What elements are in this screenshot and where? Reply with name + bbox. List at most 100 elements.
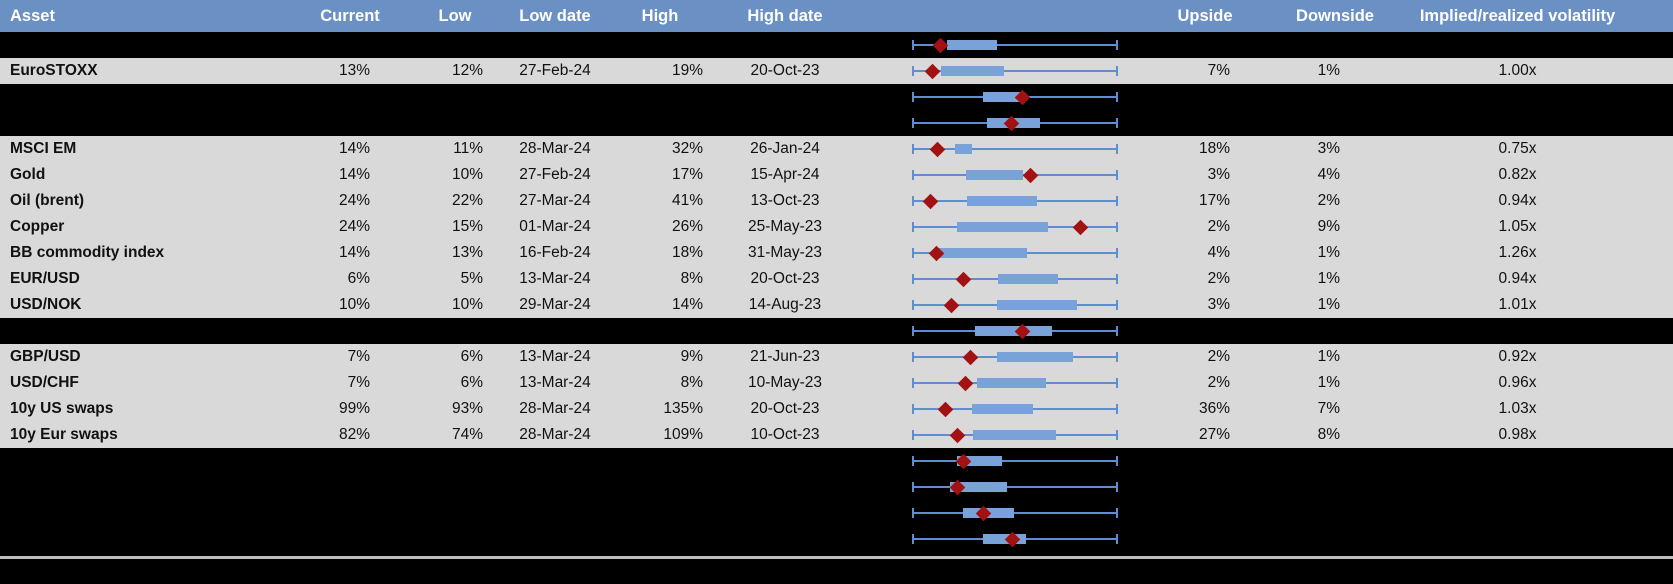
current-marker-diamond-icon <box>944 297 960 313</box>
cell-range-plot <box>860 370 1135 396</box>
cell-high-date: 10-May-23 <box>747 374 823 391</box>
cell-high: 19% <box>671 62 703 79</box>
cell-low-date: 28-Mar-24 <box>519 400 591 417</box>
plot-row <box>0 32 1673 58</box>
plot-row <box>0 500 1673 526</box>
range-boxplot <box>912 396 1118 422</box>
cell-implied-volatility: 0.94x <box>1498 270 1537 287</box>
range-boxplot <box>912 58 1118 84</box>
current-marker-diamond-icon <box>958 375 974 391</box>
table-body: EuroSTOXX 13% 12% 27-Feb-24 19% 20-Oct-2… <box>0 32 1673 552</box>
table-row: GBP/USD 7% 6% 13-Mar-24 9% 21-Jun-23 2% … <box>0 344 1673 370</box>
current-marker-diamond-icon <box>930 141 946 157</box>
cell-high-date: 20-Oct-23 <box>750 400 820 417</box>
cell-low: 12% <box>451 62 483 79</box>
range-box <box>956 222 1048 232</box>
whisker-line <box>912 148 1118 150</box>
cell-current: 14% <box>338 244 370 261</box>
range-box <box>997 352 1074 362</box>
cell-current: 13% <box>338 62 370 79</box>
whisker-line <box>912 512 1118 514</box>
asset-label: BB commodity index <box>10 244 165 261</box>
whisker-cap-right <box>1116 430 1118 440</box>
cell-current: 14% <box>338 166 370 183</box>
cell-high: 109% <box>663 426 703 443</box>
whisker-line <box>912 70 1118 72</box>
cell-upside: 36% <box>1198 400 1230 417</box>
whisker-cap-left <box>912 92 914 102</box>
whisker-cap-right <box>1116 92 1118 102</box>
whisker-cap-left <box>912 118 914 128</box>
whisker-line <box>912 460 1118 462</box>
footer-separator-line <box>0 556 1673 559</box>
cell-current: 7% <box>347 348 370 365</box>
header-current: Current <box>320 6 380 25</box>
cell-upside: 3% <box>1207 296 1230 313</box>
header-downside: Downside <box>1296 6 1374 25</box>
asset-label: 10y US swaps <box>10 400 114 417</box>
cell-range-plot <box>860 84 1135 110</box>
whisker-cap-left <box>912 378 914 388</box>
cell-high: 9% <box>680 348 703 365</box>
plot-row <box>0 474 1673 500</box>
asset-label: EuroSTOXX <box>10 62 98 79</box>
asset-label: MSCI EM <box>10 140 77 157</box>
cell-low-date: 29-Mar-24 <box>519 296 591 313</box>
cell-low-date: 28-Mar-24 <box>519 140 591 157</box>
range-box <box>975 326 1053 336</box>
whisker-cap-left <box>912 40 914 50</box>
cell-downside: 9% <box>1317 218 1340 235</box>
cell-high: 26% <box>671 218 703 235</box>
whisker-cap-left <box>912 248 914 258</box>
cell-low: 15% <box>451 218 483 235</box>
cell-range-plot <box>860 162 1135 188</box>
whisker-cap-left <box>912 534 914 544</box>
whisker-cap-right <box>1116 482 1118 492</box>
cell-current: 6% <box>347 270 370 287</box>
cell-implied-volatility: 1.01x <box>1498 296 1537 313</box>
header-low-date: Low date <box>519 6 591 25</box>
current-marker-diamond-icon <box>955 271 971 287</box>
cell-high: 18% <box>671 244 703 261</box>
cell-high-date: 14-Aug-23 <box>748 296 822 313</box>
range-boxplot <box>912 110 1118 136</box>
cell-implied-volatility: 0.82x <box>1498 166 1537 183</box>
cell-downside: 1% <box>1317 348 1340 365</box>
cell-high: 135% <box>663 400 703 417</box>
range-boxplot <box>912 500 1118 526</box>
whisker-cap-right <box>1116 274 1118 284</box>
whisker-cap-left <box>912 66 914 76</box>
header-implied-volatility: Implied/realized volatility <box>1419 6 1616 25</box>
cell-low-date: 13-Mar-24 <box>519 270 591 287</box>
cell-low-date: 13-Mar-24 <box>519 348 591 365</box>
cell-upside: 2% <box>1207 218 1230 235</box>
whisker-cap-right <box>1116 144 1118 154</box>
cell-low: 13% <box>451 244 483 261</box>
whisker-cap-right <box>1116 40 1118 50</box>
cell-downside: 3% <box>1317 140 1340 157</box>
current-marker-diamond-icon <box>1073 219 1089 235</box>
cell-upside: 27% <box>1198 426 1230 443</box>
cell-low-date: 01-Mar-24 <box>519 218 591 235</box>
cell-implied-volatility: 1.26x <box>1498 244 1537 261</box>
cell-implied-volatility: 0.98x <box>1498 426 1537 443</box>
cell-high: 17% <box>671 166 703 183</box>
range-boxplot <box>912 422 1118 448</box>
range-boxplot <box>912 266 1118 292</box>
range-box <box>941 66 1005 76</box>
header-upside: Upside <box>1177 6 1233 25</box>
whisker-cap-right <box>1116 508 1118 518</box>
cell-low: 93% <box>451 400 483 417</box>
cell-upside: 2% <box>1207 348 1230 365</box>
cell-low-date: 16-Feb-24 <box>519 244 591 261</box>
cell-low: 6% <box>460 348 483 365</box>
range-boxplot <box>912 240 1118 266</box>
cell-high-date: 21-Jun-23 <box>750 348 820 365</box>
cell-low-date: 27-Feb-24 <box>519 62 591 79</box>
cell-range-plot <box>860 526 1135 552</box>
range-boxplot <box>912 162 1118 188</box>
range-boxplot <box>912 526 1118 552</box>
cell-low-date: 13-Mar-24 <box>519 374 591 391</box>
whisker-cap-right <box>1116 378 1118 388</box>
